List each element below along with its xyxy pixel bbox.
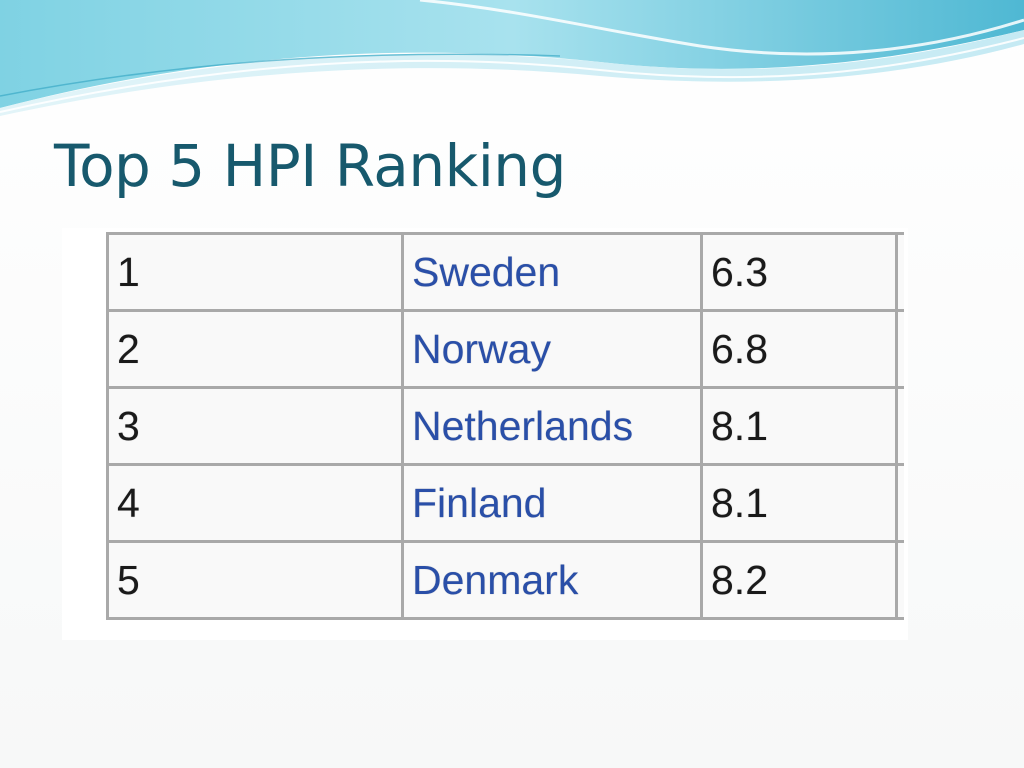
clipped-column-cell bbox=[895, 386, 904, 466]
rank-cell: 5 bbox=[106, 540, 404, 620]
score-cell: 8.2 bbox=[700, 540, 898, 620]
table-row: 3 Netherlands 8.1 bbox=[106, 386, 904, 466]
score-cell: 8.1 bbox=[700, 463, 898, 543]
header-wave-decoration bbox=[0, 0, 1024, 116]
table-row: 1 Sweden 6.3 bbox=[106, 232, 904, 312]
clipped-column-cell bbox=[895, 309, 904, 389]
rank-cell: 3 bbox=[106, 386, 404, 466]
table-row: 5 Denmark 8.2 bbox=[106, 540, 904, 620]
slide-title: Top 5 HPI Ranking bbox=[54, 132, 566, 200]
clipped-column-cell bbox=[895, 463, 904, 543]
country-link[interactable]: Finland bbox=[401, 463, 703, 543]
table-row: 4 Finland 8.1 bbox=[106, 463, 904, 543]
table-row: 2 Norway 6.8 bbox=[106, 309, 904, 389]
country-link[interactable]: Norway bbox=[401, 309, 703, 389]
country-link[interactable]: Sweden bbox=[401, 232, 703, 312]
clipped-column-cell bbox=[895, 232, 904, 312]
score-cell: 8.1 bbox=[700, 386, 898, 466]
country-link[interactable]: Denmark bbox=[401, 540, 703, 620]
clipped-column-cell bbox=[895, 540, 904, 620]
score-cell: 6.8 bbox=[700, 309, 898, 389]
hpi-ranking-table: 1 Sweden 6.3 2 Norway 6.8 3 Netherlands … bbox=[106, 232, 904, 620]
country-link[interactable]: Netherlands bbox=[401, 386, 703, 466]
table-image-area: 1 Sweden 6.3 2 Norway 6.8 3 Netherlands … bbox=[62, 228, 908, 640]
rank-cell: 2 bbox=[106, 309, 404, 389]
rank-cell: 4 bbox=[106, 463, 404, 543]
score-cell: 6.3 bbox=[700, 232, 898, 312]
rank-cell: 1 bbox=[106, 232, 404, 312]
